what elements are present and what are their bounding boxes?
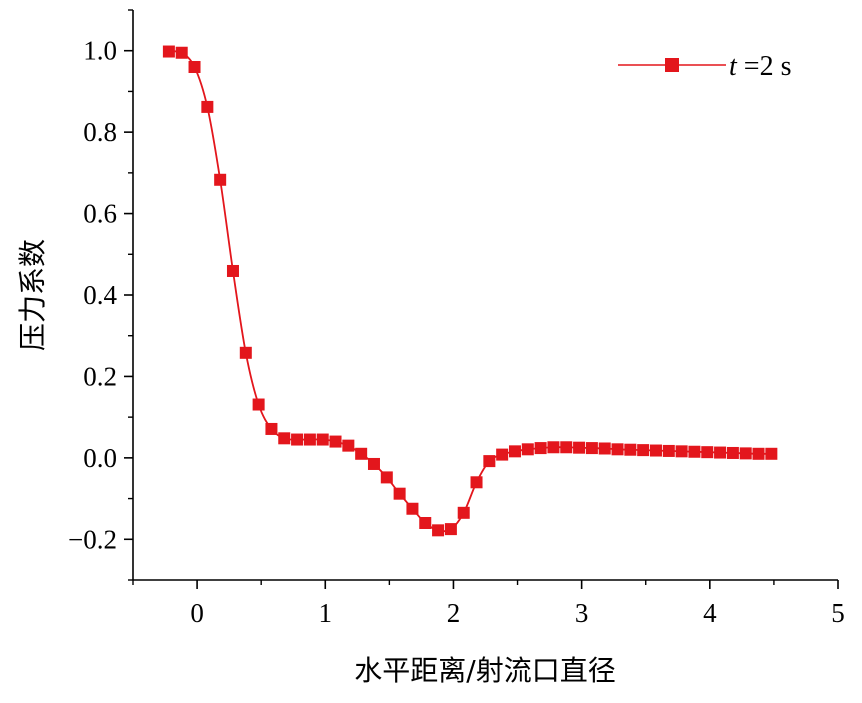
y-tick-label: −0.2 <box>68 524 117 554</box>
data-point <box>739 447 752 460</box>
data-point <box>393 487 406 500</box>
data-point <box>611 443 624 456</box>
data-point <box>534 442 547 455</box>
data-point <box>265 422 278 435</box>
series-line <box>168 50 772 533</box>
data-point <box>201 100 214 113</box>
data-point <box>457 506 470 519</box>
x-tick-label: 0 <box>190 598 204 628</box>
data-point <box>252 398 265 411</box>
legend-label-rest: =2 s <box>737 51 792 82</box>
data-point <box>291 433 304 446</box>
data-point <box>573 441 586 454</box>
data-point <box>239 346 252 359</box>
data-point <box>432 524 445 537</box>
y-tick-label: 0.2 <box>83 361 117 391</box>
data-point <box>752 447 765 460</box>
x-tick-label: 5 <box>831 598 845 628</box>
data-point <box>380 471 393 484</box>
data-point <box>470 476 483 489</box>
legend-label: t =2 s <box>729 51 791 82</box>
x-tick-label: 3 <box>575 598 589 628</box>
data-point <box>355 447 368 460</box>
y-axis-title: 压力系数 <box>16 239 49 351</box>
data-point <box>624 443 637 456</box>
data-point <box>701 446 714 459</box>
axes <box>132 10 838 581</box>
data-point <box>662 444 675 457</box>
legend-label-italic: t <box>729 51 738 82</box>
data-point <box>508 445 521 458</box>
legend-marker <box>665 58 679 72</box>
data-point <box>585 442 598 455</box>
y-tick-label: 0.8 <box>83 117 117 147</box>
y-tick-label: 0.6 <box>83 199 117 229</box>
data-point <box>226 264 239 277</box>
series-points <box>162 45 778 537</box>
data-point <box>329 435 342 448</box>
data-point <box>214 173 227 186</box>
y-axis-ticks: −0.2 0.0 0.2 0.4 0.6 0.8 1.0 <box>68 9 133 581</box>
data-point <box>637 444 650 457</box>
data-point <box>278 432 291 445</box>
legend: t =2 s <box>618 51 791 82</box>
data-point <box>444 523 457 536</box>
data-point <box>483 455 496 468</box>
data-point <box>547 441 560 454</box>
x-axis-title: 水平距离/射流口直径 <box>354 654 615 687</box>
data-point <box>406 502 419 515</box>
data-point <box>175 46 188 59</box>
x-axis-ticks: 0 1 2 3 4 5 <box>132 580 845 628</box>
x-tick-label: 2 <box>447 598 461 628</box>
data-point <box>714 446 727 459</box>
data-point <box>496 448 509 461</box>
y-tick-label: 1.0 <box>83 36 117 66</box>
data-point <box>560 441 573 454</box>
data-point <box>765 447 778 460</box>
data-point <box>688 445 701 458</box>
data-point <box>521 443 534 456</box>
data-point <box>367 457 380 470</box>
data-point <box>316 433 329 446</box>
x-tick-label: 1 <box>319 598 333 628</box>
series-path <box>168 50 772 533</box>
y-tick-label: 0.0 <box>83 443 117 473</box>
data-point <box>598 442 611 455</box>
data-point <box>649 444 662 457</box>
data-point <box>342 439 355 452</box>
y-tick-label: 0.4 <box>83 280 117 310</box>
data-point <box>162 45 175 58</box>
data-point <box>675 445 688 458</box>
data-point <box>419 517 432 529</box>
data-point <box>726 446 739 459</box>
data-point <box>303 433 316 446</box>
x-tick-label: 4 <box>703 598 717 628</box>
data-point <box>188 61 201 73</box>
